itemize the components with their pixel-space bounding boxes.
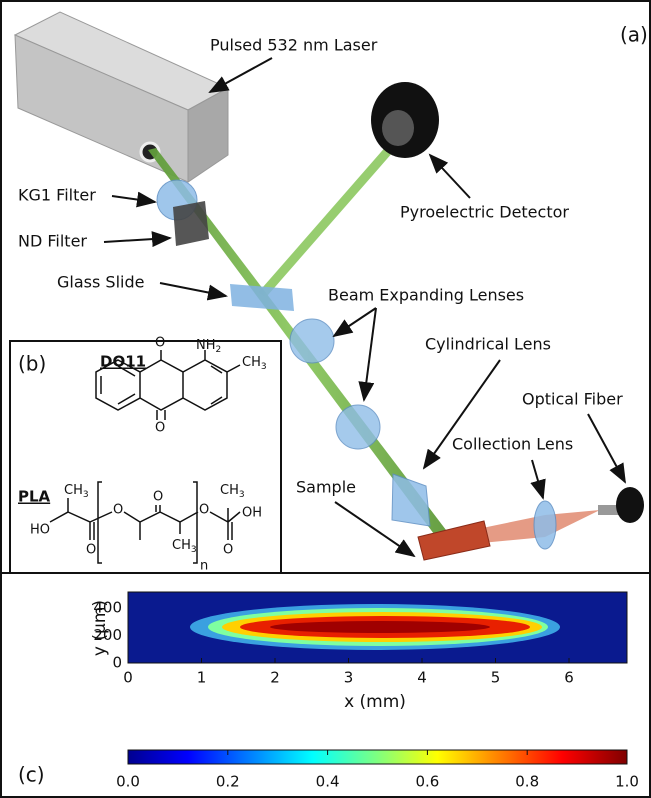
panel-c: y (μm) x (mm) (c) 0 1 2 3 4 5 6 400 200 0 0.0 0.2 0.…	[18, 591, 639, 791]
arrow	[587, 413, 626, 484]
axis-label: x (mm)	[344, 692, 406, 712]
atom: CH3	[242, 355, 267, 372]
label: Sample	[296, 478, 356, 497]
optical-fiber	[616, 487, 644, 523]
colorbar-tick-label: 0.4	[316, 773, 340, 791]
atom: O	[113, 503, 123, 518]
colorbar-tick-label: 0.2	[216, 773, 240, 791]
y-tick-label: 0	[112, 654, 122, 672]
colorbar-tick-label: 0.0	[116, 773, 140, 791]
cylindrical-lens	[391, 473, 431, 527]
atom: O	[155, 336, 165, 351]
axis-label: y (μm)	[90, 600, 110, 656]
label: Collection Lens	[452, 435, 573, 454]
atom: O	[223, 543, 233, 558]
heatmap-frame	[127, 591, 628, 664]
pla-bonds	[49, 481, 241, 564]
atom: O	[199, 503, 209, 518]
y-tick-label: 400	[93, 599, 122, 617]
atom: CH	[242, 355, 261, 370]
label: Pyroelectric Detector	[400, 203, 569, 222]
x-tick-label: 4	[417, 669, 427, 687]
detector-window	[382, 110, 414, 146]
panel-label: (a)	[620, 23, 648, 47]
atom: O	[153, 490, 163, 505]
x-tick-label: 6	[564, 669, 574, 687]
subscript: 3	[83, 490, 89, 500]
label: Optical Fiber	[522, 390, 623, 409]
fiber-tip	[598, 505, 620, 515]
arrow	[159, 282, 228, 301]
subscript: 3	[261, 362, 267, 372]
arrow	[334, 501, 416, 558]
lens-1	[289, 318, 335, 364]
atom: OH	[242, 506, 262, 521]
label: ND Filter	[18, 232, 87, 251]
colorbar	[127, 749, 628, 765]
molecule-name: PLA	[18, 488, 51, 506]
atom: CH3	[64, 483, 89, 500]
panel-label: (b)	[18, 352, 46, 376]
atom: NH2	[196, 338, 221, 355]
subscript: 3	[239, 490, 245, 500]
atom: O	[86, 543, 96, 558]
atom: CH3	[220, 483, 245, 500]
x-tick-label: 0	[123, 669, 133, 687]
atom: CH	[64, 483, 83, 498]
nd-filter	[173, 201, 209, 246]
label: Pulsed 532 nm Laser	[210, 36, 378, 55]
x-tick-label: 3	[344, 669, 354, 687]
colorbar-tick-label: 0.6	[415, 773, 439, 791]
arrow	[332, 307, 377, 338]
atom: CH	[172, 538, 191, 553]
colorbar-tick-label: 0.8	[515, 773, 539, 791]
molecule-name: DO11	[100, 353, 146, 371]
atom: CH3	[172, 538, 197, 555]
subscript: 2	[216, 345, 222, 355]
atom: CH	[220, 483, 239, 498]
panel-a: (a) Pulsed 532 nm Laser Pyroelectric Det…	[13, 11, 648, 561]
emission-beam	[458, 510, 600, 545]
label: Beam Expanding Lenses	[328, 286, 524, 305]
label: Cylindrical Lens	[425, 335, 551, 354]
atom: O	[155, 421, 165, 436]
sample	[417, 520, 491, 561]
panel-b-box	[9, 340, 282, 574]
atom: n	[200, 559, 208, 574]
subscript: 3	[191, 545, 197, 555]
arrow	[208, 57, 273, 93]
label: KG1 Filter	[18, 186, 96, 205]
atom: NH	[196, 338, 216, 353]
arrow	[530, 459, 546, 500]
colorbar-tick-label: 1.0	[615, 773, 639, 791]
x-tick-label: 1	[197, 669, 207, 687]
label: Glass Slide	[57, 273, 144, 292]
panel-label: (c)	[18, 763, 45, 787]
laser-front	[187, 87, 229, 183]
arrow	[111, 191, 157, 208]
y-tick-label: 200	[93, 626, 122, 644]
lens-2	[335, 404, 381, 450]
arrow	[428, 153, 471, 199]
do11-bonds	[95, 350, 241, 420]
atom: HO	[30, 523, 50, 538]
glass-slide	[230, 284, 294, 311]
x-tick-label: 2	[270, 669, 280, 687]
arrow	[103, 231, 172, 248]
collection-lens	[533, 500, 557, 550]
panel-b: (b) DO11 O O NH2 CH3 PLA CH3 HO O O O CH…	[9, 336, 282, 574]
heatmap-level	[270, 621, 490, 633]
arrow	[422, 359, 501, 470]
reflected-beam	[258, 125, 412, 298]
x-tick-label: 5	[491, 669, 501, 687]
arrow	[358, 307, 377, 402]
